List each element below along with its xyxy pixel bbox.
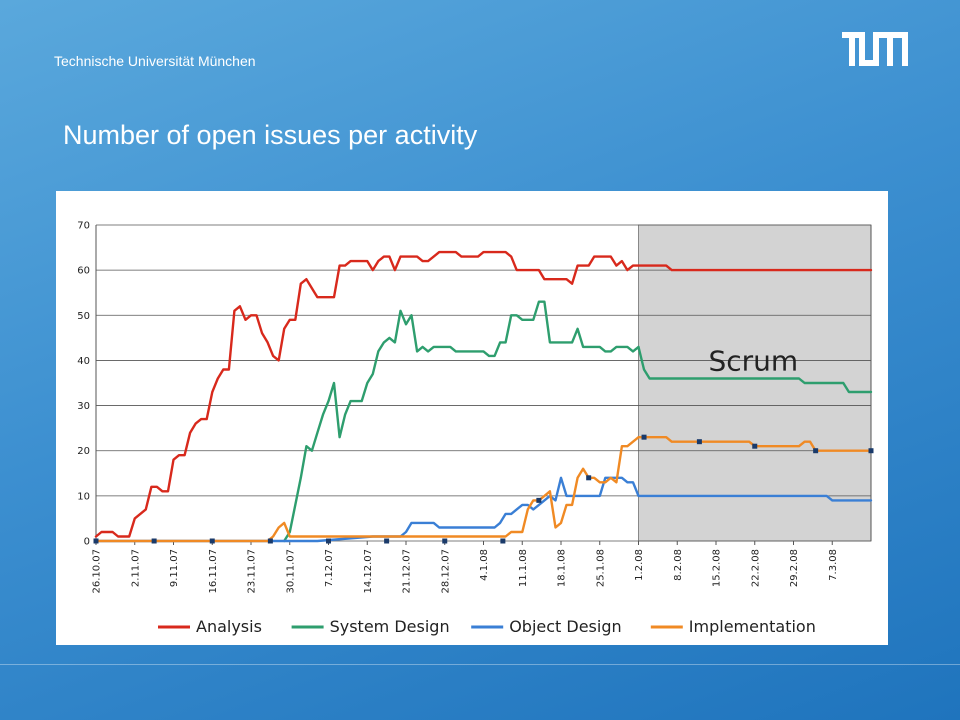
x-tick-label: 28.12.07: [440, 549, 451, 594]
data-marker: [752, 443, 758, 449]
data-marker: [384, 538, 390, 544]
x-tick-label: 29.2.08: [789, 549, 800, 587]
institution-name: Technische Universität München: [54, 53, 256, 69]
data-marker: [500, 538, 506, 544]
data-marker: [209, 538, 215, 544]
y-tick-label: 60: [77, 266, 90, 277]
x-tick-label: 14.12.07: [363, 549, 374, 594]
x-tick-label: 2.11.07: [130, 549, 141, 587]
series-line-analysis: [94, 250, 873, 538]
footer-divider: [0, 664, 960, 665]
data-marker: [442, 538, 448, 544]
data-marker: [868, 448, 874, 454]
x-tick-label: 1.2.08: [634, 549, 645, 581]
data-marker: [536, 497, 542, 503]
y-tick-label: 10: [77, 491, 90, 502]
series-line-implementation: [94, 436, 873, 543]
x-tick-label: 15.2.08: [712, 549, 723, 587]
x-tick-label: 23.11.07: [247, 549, 258, 594]
data-marker: [696, 439, 702, 445]
data-marker: [586, 475, 592, 481]
y-tick-label: 70: [77, 221, 90, 232]
x-tick-label: 9.11.07: [169, 549, 180, 587]
chart-panel: 0 10 20 30 40 50 60 70 26.10.07 2.11.07 9.11.07 16…: [56, 191, 888, 645]
data-marker: [641, 434, 647, 440]
y-tick-label: 50: [77, 311, 90, 322]
x-tick-label: 30.11.07: [285, 549, 296, 594]
x-tick-label: 7.12.07: [324, 549, 335, 587]
legend-label: Object Design: [509, 617, 621, 636]
data-marker: [267, 538, 273, 544]
scrum-annotation: Scrum: [709, 344, 799, 377]
y-tick-label: 20: [77, 446, 90, 457]
x-tick-label: 21.12.07: [402, 549, 413, 594]
y-tick-label: 30: [77, 401, 90, 412]
legend-label: System Design: [330, 617, 450, 636]
x-tick-label: 8.2.08: [673, 549, 684, 581]
legend: Analysis System Design Object Design Implem…: [158, 617, 816, 636]
series-line-object-design: [94, 476, 873, 543]
line-chart: 0 10 20 30 40 50 60 70 26.10.07 2.11.07 9.11.07 16…: [77, 221, 874, 636]
x-axis-ticks: 26.10.07 2.11.07 9.11.07 16.11.07 23.11.07 30…: [92, 541, 839, 594]
data-marker: [151, 538, 157, 544]
x-tick-label: 7.3.08: [828, 549, 839, 581]
legend-label: Analysis: [196, 617, 262, 636]
data-marker: [93, 538, 99, 544]
series-line-system-design: [283, 300, 873, 543]
x-tick-label: 11.1.08: [518, 549, 529, 587]
x-tick-label: 26.10.07: [92, 549, 103, 594]
x-tick-label: 22.2.08: [750, 549, 761, 587]
x-tick-label: 25.1.08: [595, 549, 606, 587]
y-tick-label: 40: [77, 356, 90, 367]
x-tick-label: 18.1.08: [557, 549, 568, 587]
y-axis-ticks: 0 10 20 30 40 50 60 70: [77, 221, 90, 548]
data-marker: [813, 448, 819, 454]
x-tick-label: 4.1.08: [479, 549, 490, 581]
series-lines: [94, 250, 873, 543]
tum-logo: [842, 32, 908, 66]
slide-title: Number of open issues per activity: [63, 120, 478, 150]
x-tick-label: 16.11.07: [208, 549, 219, 594]
legend-label: Implementation: [689, 617, 816, 636]
y-tick-label: 0: [84, 537, 90, 548]
data-marker: [326, 538, 331, 544]
data-markers: [93, 434, 874, 544]
